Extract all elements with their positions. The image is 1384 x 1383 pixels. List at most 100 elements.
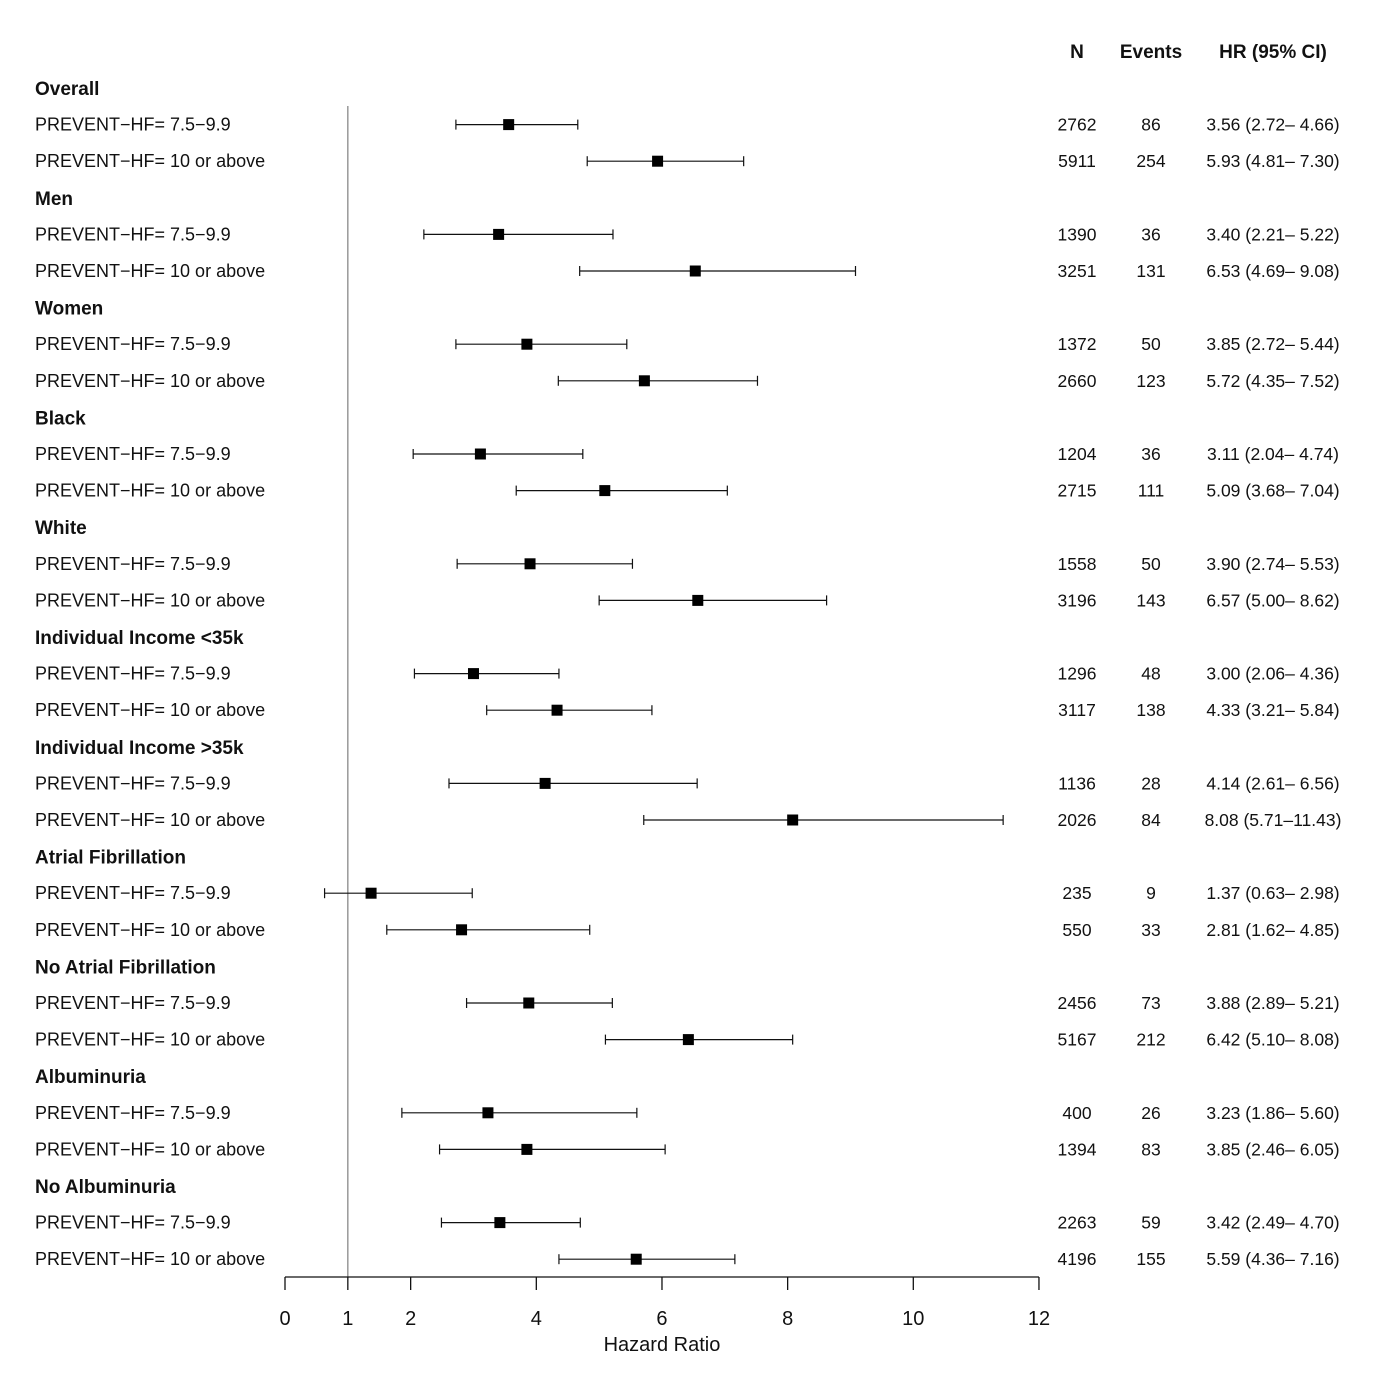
hr-value: 5.59 (4.36– 7.16) (1206, 1249, 1339, 1269)
row-label: PREVENT−HF= 10 or above (35, 151, 265, 171)
hr-value: 3.40 (2.21– 5.22) (1206, 224, 1339, 244)
events-value: 83 (1141, 1139, 1160, 1159)
events-value: 36 (1141, 444, 1160, 464)
n-value: 1136 (1058, 773, 1096, 793)
n-value: 4196 (1058, 1249, 1097, 1269)
row-label: PREVENT−HF= 10 or above (35, 1139, 265, 1159)
events-value: 138 (1136, 700, 1165, 720)
n-value: 1296 (1058, 664, 1097, 684)
point-estimate (456, 924, 468, 936)
point-estimate (503, 119, 515, 131)
n-value: 2263 (1058, 1213, 1097, 1233)
group-label: Individual Income <35k (35, 628, 244, 649)
row-label: PREVENT−HF= 10 or above (35, 1030, 265, 1050)
hr-value: 3.85 (2.72– 5.44) (1206, 334, 1339, 354)
point-estimate (682, 1034, 694, 1046)
n-value: 400 (1062, 1103, 1091, 1123)
hr-value: 3.88 (2.89– 5.21) (1206, 993, 1339, 1013)
events-value: 111 (1138, 481, 1165, 501)
column-header-events: Events (1120, 42, 1182, 63)
x-tick-label: 10 (902, 1308, 924, 1330)
hr-value: 1.37 (0.63– 2.98) (1206, 883, 1339, 903)
row-label: PREVENT−HF= 7.5−9.9 (35, 773, 231, 793)
events-value: 50 (1141, 334, 1161, 354)
events-value: 86 (1141, 115, 1160, 135)
point-estimate (494, 1217, 506, 1229)
row-label: PREVENT−HF= 10 or above (35, 920, 265, 940)
hr-value: 4.14 (2.61– 6.56) (1206, 773, 1339, 793)
events-value: 212 (1136, 1030, 1165, 1050)
point-estimate (630, 1253, 642, 1265)
x-tick-label: 6 (656, 1308, 667, 1330)
hr-value: 8.08 (5.71–11.43) (1205, 810, 1342, 830)
events-value: 33 (1141, 920, 1160, 940)
point-estimate (692, 594, 704, 606)
events-value: 84 (1141, 810, 1161, 830)
point-estimate (521, 1143, 533, 1155)
hr-value: 3.56 (2.72– 4.66) (1206, 115, 1339, 135)
group-label: Individual Income >35k (35, 738, 244, 759)
row-label: PREVENT−HF= 10 or above (35, 700, 265, 720)
point-estimate (521, 338, 533, 350)
x-tick-label: 0 (279, 1308, 290, 1330)
row-label: PREVENT−HF= 7.5−9.9 (35, 115, 231, 135)
n-value: 5911 (1058, 151, 1096, 171)
events-value: 73 (1141, 993, 1160, 1013)
point-estimate (599, 485, 611, 497)
row-label: PREVENT−HF= 10 or above (35, 481, 265, 501)
hr-value: 2.81 (1.62– 4.85) (1206, 920, 1339, 940)
row-label: PREVENT−HF= 7.5−9.9 (35, 883, 231, 903)
events-value: 254 (1136, 151, 1165, 171)
group-label: No Albuminuria (35, 1177, 176, 1198)
point-estimate (539, 777, 551, 789)
group-label: Overall (35, 79, 99, 100)
n-value: 235 (1062, 883, 1091, 903)
events-value: 26 (1141, 1103, 1160, 1123)
group-label: Atrial Fibrillation (35, 848, 186, 869)
point-estimate (467, 668, 479, 680)
row-label: PREVENT−HF= 10 or above (35, 590, 265, 610)
events-value: 28 (1141, 773, 1160, 793)
hr-value: 5.72 (4.35– 7.52) (1206, 371, 1339, 391)
point-estimate (493, 228, 505, 240)
group-label: No Atrial Fibrillation (35, 957, 216, 978)
x-tick-label: 2 (405, 1308, 416, 1330)
n-value: 2715 (1058, 481, 1097, 501)
n-value: 1558 (1058, 554, 1097, 574)
row-label: PREVENT−HF= 10 or above (35, 1249, 265, 1269)
events-value: 9 (1146, 883, 1156, 903)
events-value: 131 (1136, 261, 1165, 281)
point-estimate (365, 887, 377, 899)
point-estimate (474, 448, 486, 460)
hr-value: 6.42 (5.10– 8.08) (1206, 1030, 1339, 1050)
hr-value: 5.93 (4.81– 7.30) (1206, 151, 1339, 171)
hr-value: 3.00 (2.06– 4.36) (1206, 664, 1339, 684)
hr-value: 3.42 (2.49– 4.70) (1206, 1213, 1339, 1233)
row-label: PREVENT−HF= 10 or above (35, 261, 265, 281)
n-value: 3251 (1058, 261, 1097, 281)
row-label: PREVENT−HF= 7.5−9.9 (35, 993, 231, 1013)
hr-value: 6.57 (5.00– 8.62) (1206, 590, 1339, 610)
events-value: 155 (1136, 1249, 1165, 1269)
x-tick-label: 1 (342, 1308, 353, 1330)
group-label: Black (35, 408, 86, 429)
n-value: 3196 (1058, 590, 1097, 610)
events-value: 123 (1136, 371, 1165, 391)
point-estimate (524, 558, 536, 570)
events-value: 50 (1141, 554, 1161, 574)
row-label: PREVENT−HF= 7.5−9.9 (35, 554, 231, 574)
events-value: 48 (1141, 664, 1160, 684)
hr-value: 6.53 (4.69– 9.08) (1206, 261, 1339, 281)
hr-value: 4.33 (3.21– 5.84) (1206, 700, 1339, 720)
column-header-hr: HR (95% CI) (1219, 42, 1327, 63)
n-value: 2456 (1058, 993, 1097, 1013)
events-value: 59 (1141, 1213, 1160, 1233)
n-value: 2026 (1058, 810, 1097, 830)
group-label: Albuminuria (35, 1067, 146, 1088)
row-label: PREVENT−HF= 7.5−9.9 (35, 224, 231, 244)
row-label: PREVENT−HF= 7.5−9.9 (35, 664, 231, 684)
row-label: PREVENT−HF= 10 or above (35, 371, 265, 391)
row-label: PREVENT−HF= 7.5−9.9 (35, 1103, 231, 1123)
n-value: 1390 (1058, 224, 1097, 244)
hr-value: 3.85 (2.46– 6.05) (1206, 1139, 1339, 1159)
